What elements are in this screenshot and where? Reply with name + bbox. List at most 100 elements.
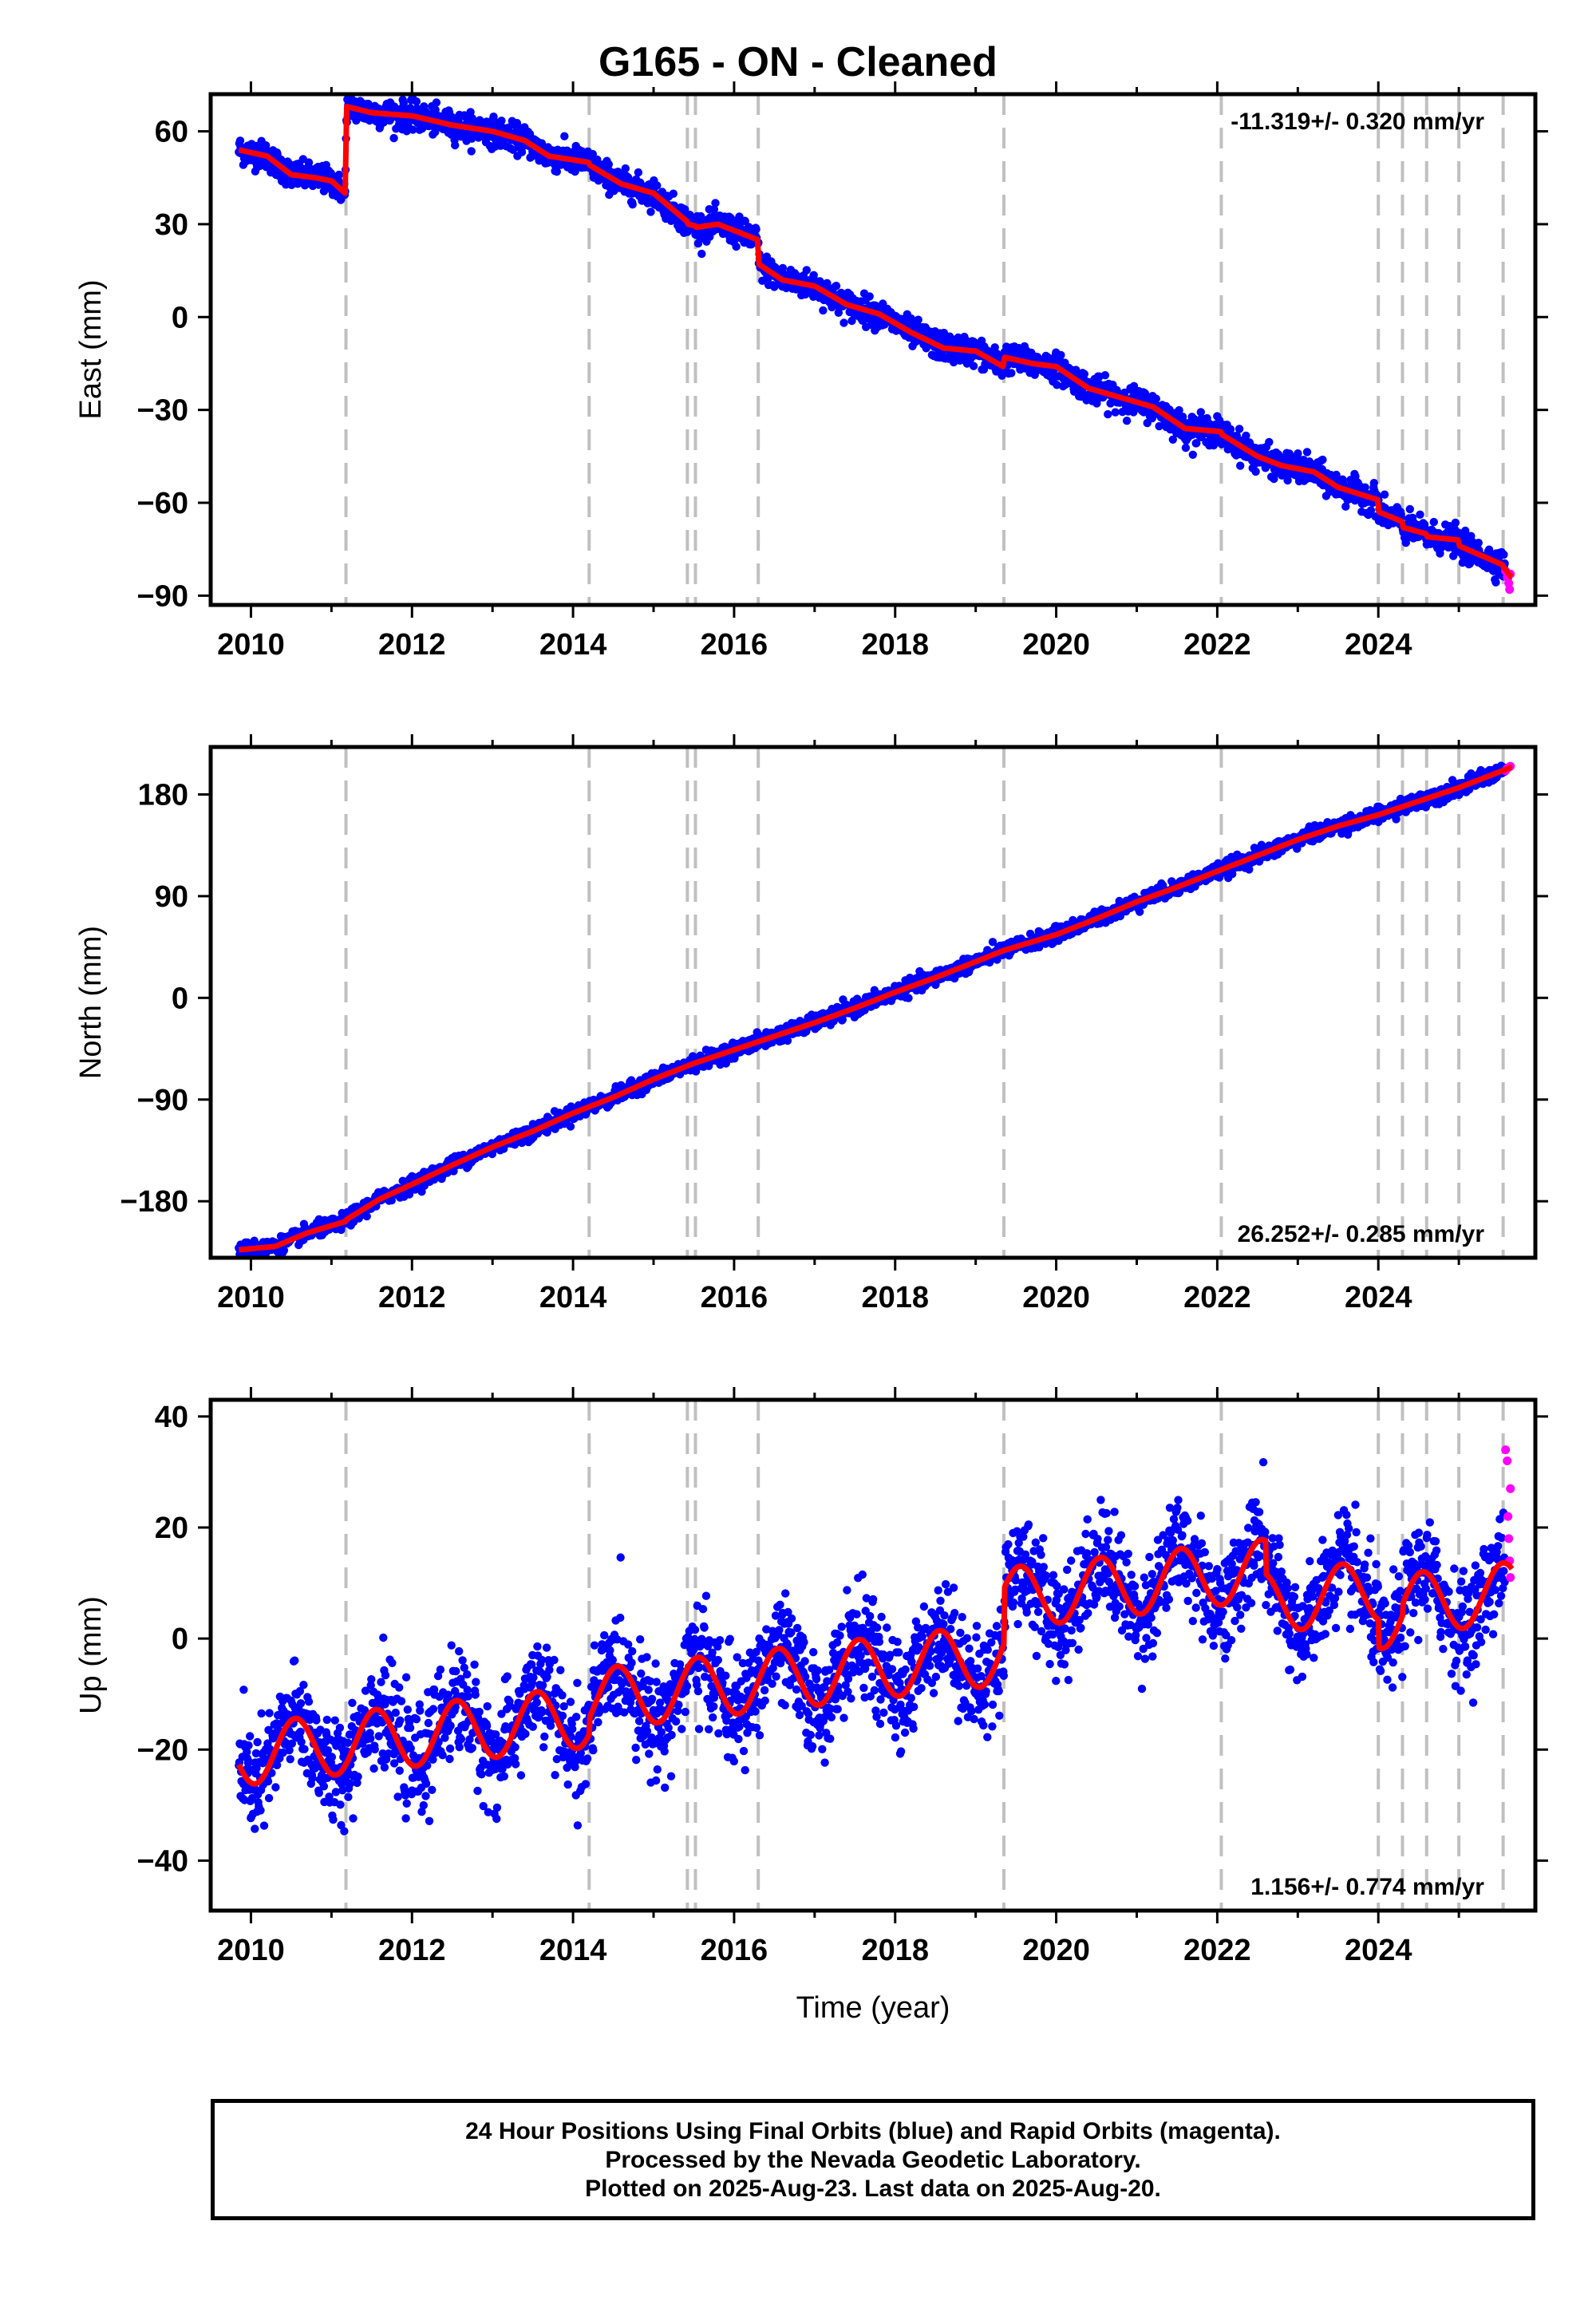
data-point [431, 128, 440, 136]
data-point [1007, 369, 1016, 377]
data-point [412, 97, 421, 106]
data-point [752, 225, 760, 234]
x-tick-label: 2016 [701, 628, 768, 662]
data-point [621, 164, 630, 173]
data-point [709, 205, 719, 214]
y-tick-label: −60 [137, 487, 188, 520]
data-point [451, 140, 460, 150]
data-point [560, 132, 569, 140]
data-point [552, 167, 561, 176]
data-point [1168, 435, 1178, 444]
data-point [1294, 449, 1302, 458]
data-point [1104, 409, 1112, 419]
data-point [914, 315, 922, 324]
data-point [839, 318, 848, 327]
data-point [389, 133, 398, 143]
x-tick-label: 2018 [861, 628, 929, 662]
data-point [1057, 350, 1065, 360]
data-point [466, 108, 475, 117]
data-point [1053, 381, 1061, 389]
data-point [847, 316, 856, 326]
rapid-point [1505, 585, 1515, 595]
data-point [1111, 408, 1120, 417]
data-point [467, 147, 476, 156]
data-point [1474, 539, 1483, 547]
data-point [1318, 455, 1327, 464]
data-point [802, 266, 811, 275]
data-point [711, 199, 720, 207]
data-point [697, 249, 706, 259]
data-point [1100, 371, 1110, 380]
panel-frame [208, 92, 1538, 607]
x-tick-label: 2024 [1345, 628, 1412, 662]
plot-area [235, 747, 1515, 1258]
y-tick-label: 30 [155, 208, 188, 242]
data-point [634, 168, 643, 177]
data-point [819, 306, 828, 315]
data-point [1152, 394, 1161, 403]
data-point [1416, 510, 1424, 519]
data-point [1302, 448, 1312, 456]
data-point [990, 343, 999, 352]
data-point [1251, 467, 1260, 476]
data-point [778, 263, 788, 273]
data-point [646, 207, 655, 216]
timeseries-figure: 2010 2012 2014 2016 2018 2020 2022 202460300−30… [74, 81, 1548, 2025]
data-point [998, 371, 1006, 380]
data-point [362, 1211, 371, 1221]
data-point [1405, 504, 1415, 514]
data-point [1080, 370, 1089, 378]
data-point [969, 362, 978, 370]
data-point [1235, 425, 1244, 433]
data-point [1369, 479, 1379, 488]
data-point [399, 99, 408, 108]
data-point [566, 1122, 575, 1131]
y-tick-label: 0 [172, 301, 188, 334]
data-point [809, 271, 818, 279]
y-tick-label: −90 [137, 579, 188, 613]
panel-2: 2010 2012 2014 2016 2018 2020 2022 2024180900−9… [74, 734, 1548, 1314]
rate-label: -11.319+/- 0.320 mm/yr [1231, 109, 1484, 135]
data-point [1380, 490, 1389, 499]
data-point [732, 242, 741, 251]
data-point [834, 308, 843, 317]
x-tick-label: 2022 [1183, 628, 1251, 662]
data-point [304, 158, 314, 167]
data-point [1196, 408, 1206, 417]
data-point [1122, 417, 1132, 425]
data-point [669, 189, 678, 198]
data-point [1265, 437, 1274, 447]
data-point [653, 181, 662, 190]
data-point [517, 148, 527, 156]
x-tick-label: 2012 [378, 628, 446, 662]
data-point [1192, 439, 1201, 448]
data-point [604, 160, 613, 169]
x-tick-label: 2010 [217, 628, 285, 662]
data-point [409, 125, 417, 134]
data-point [497, 117, 506, 125]
data-point [1226, 425, 1235, 434]
final-orbit-points [235, 94, 1509, 587]
y-tick-label: 60 [155, 116, 188, 149]
data-point [1181, 443, 1191, 453]
data-point [1175, 405, 1183, 415]
y-tick-label: −30 [137, 394, 188, 428]
data-point [1120, 388, 1129, 397]
data-point [1236, 461, 1245, 470]
model-line [236, 104, 1515, 580]
panel-1: 2010 2012 2014 2016 2018 2020 2022 202460300−30… [74, 81, 1548, 662]
data-point [432, 98, 441, 107]
data-point [628, 200, 637, 209]
final-orbit-points [235, 761, 1509, 1258]
data-point [832, 282, 841, 290]
data-point [681, 205, 689, 214]
data-point [1491, 578, 1500, 587]
data-point [904, 994, 913, 1002]
data-point [1451, 518, 1460, 528]
data-point [1499, 550, 1508, 559]
data-point [235, 136, 245, 145]
x-tick-label: 2020 [1022, 628, 1090, 662]
data-point [865, 292, 874, 301]
chart-title: G165 - ON - Cleaned [598, 39, 998, 85]
data-point [1136, 907, 1144, 916]
